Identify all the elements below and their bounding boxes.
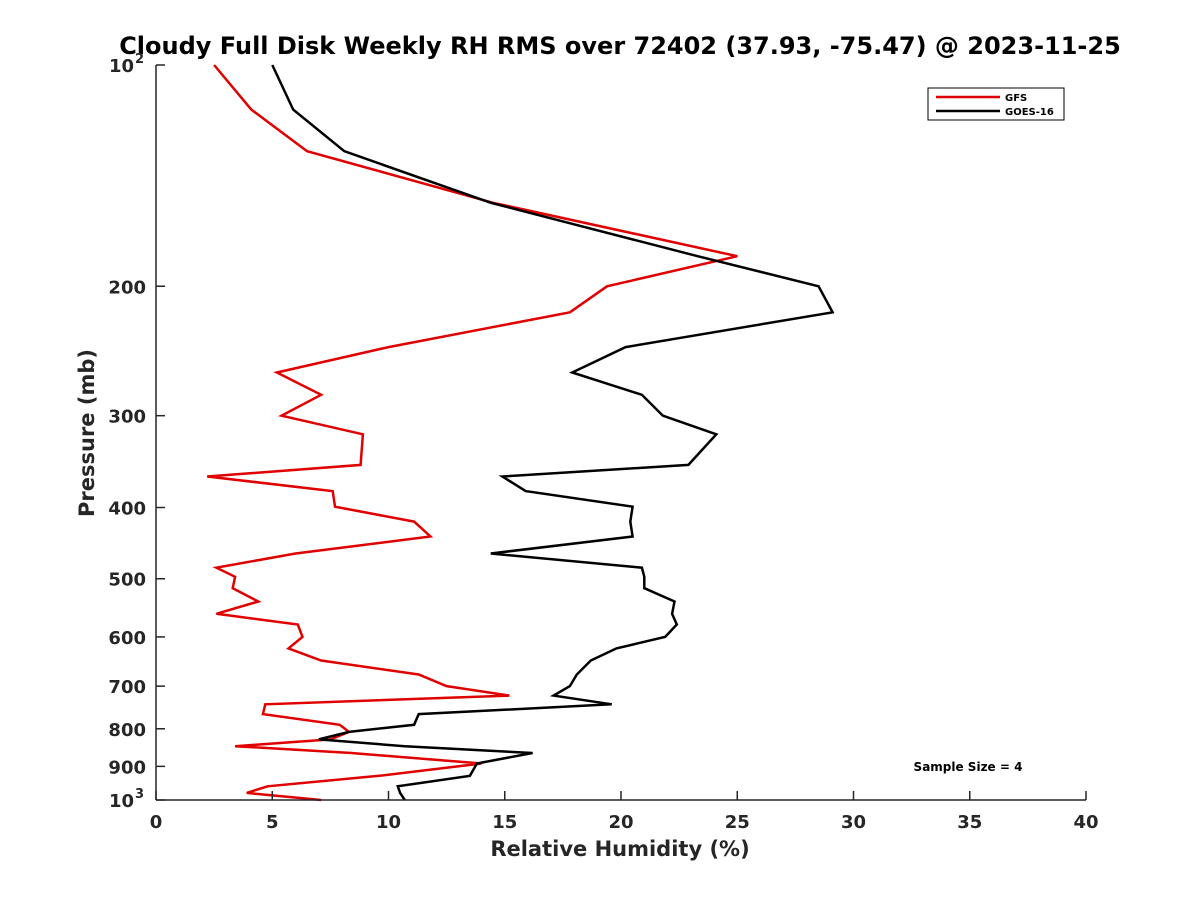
- sample-size-annotation: Sample Size = 4: [914, 760, 1023, 774]
- y-tick-label: 300: [108, 407, 146, 428]
- y-tick-label-exponent: 3: [135, 787, 144, 802]
- y-tick-label: 900: [108, 757, 146, 778]
- x-tick-label: 10: [376, 812, 401, 833]
- x-tick-label: 5: [266, 812, 279, 833]
- y-tick-label: 200: [108, 277, 146, 298]
- legend-label-gfs: GFS: [1005, 93, 1027, 104]
- y-tick-label-base: 10: [109, 56, 134, 77]
- y-tick-label: 600: [108, 628, 146, 649]
- x-tick-label: 40: [1073, 812, 1098, 833]
- x-axis-label: Relative Humidity (%): [490, 837, 749, 861]
- x-tick-label: 20: [608, 812, 633, 833]
- y-axis-label: Pressure (mb): [75, 349, 99, 517]
- y-tick-label: 400: [108, 499, 146, 520]
- series-layer: [207, 64, 835, 802]
- y-tick-label-exponent: 2: [135, 52, 144, 67]
- x-ticks: 0 5 10 15 20 25 30 35 40: [150, 791, 1099, 833]
- x-tick-label: 30: [841, 812, 866, 833]
- y-tick-label: 700: [108, 677, 146, 698]
- y-tick-label: 500: [108, 570, 146, 591]
- chart-title: Cloudy Full Disk Weekly RH RMS over 7240…: [119, 32, 1121, 60]
- y-tick-label: 800: [108, 720, 146, 741]
- series-line-goes16: [271, 64, 835, 801]
- y-tick-label-base: 10: [109, 791, 134, 812]
- x-tick-label: 25: [725, 812, 750, 833]
- x-tick-label: 15: [492, 812, 517, 833]
- legend-box: [927, 87, 1065, 121]
- x-tick-label: 35: [957, 812, 982, 833]
- legend: GFS GOES-16: [927, 87, 1065, 121]
- x-tick-label: 0: [150, 812, 163, 833]
- legend-label-goes16: GOES-16: [1005, 107, 1054, 118]
